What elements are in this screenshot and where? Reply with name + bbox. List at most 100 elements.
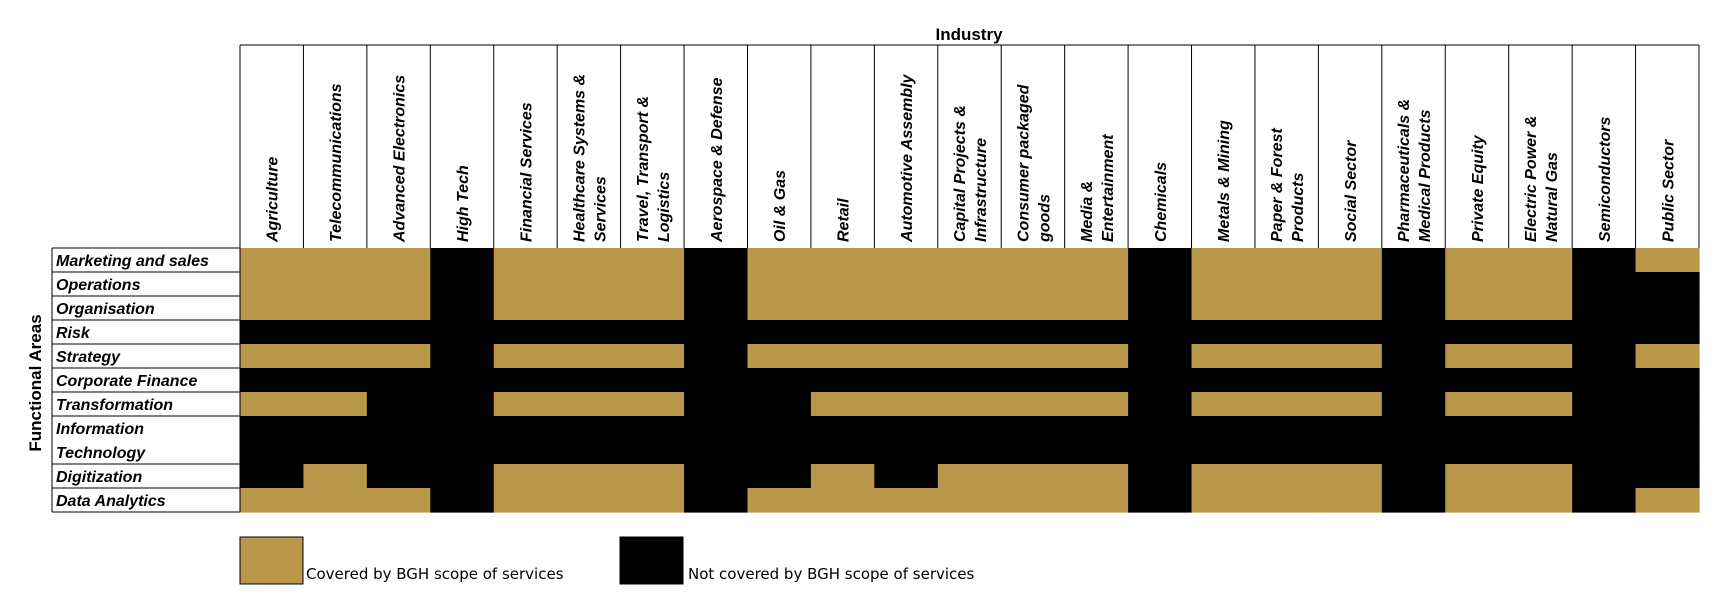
heatmap-cell-risk-metals-mining xyxy=(1191,320,1256,345)
heatmap-cell-digitization-social-sector xyxy=(1318,464,1383,489)
heatmap-cell-transformation-aerospace-defense xyxy=(684,392,749,417)
heatmap-cell-digitization-financial-services xyxy=(493,464,558,489)
legend-label-not-covered: Not covered by BGH scope of services xyxy=(688,565,975,583)
heatmap-cell-information-technology-healthcare-systems-services xyxy=(557,416,622,465)
heatmap-cell-risk-financial-services xyxy=(493,320,558,345)
industry-label-paper-forest-products-line-2: Products xyxy=(1290,173,1307,242)
industry-label-private-equity: Private Equity xyxy=(1470,134,1487,242)
heatmap-cell-transformation-paper-forest-products xyxy=(1254,392,1319,417)
heatmap-cell-data-analytics-paper-forest-products xyxy=(1254,488,1319,513)
heatmap-cell-transformation-telecommunications xyxy=(303,392,368,417)
heatmap-cell-digitization-electric-power-natural-gas xyxy=(1508,464,1573,489)
heatmap-cell-transformation-semiconductors xyxy=(1572,392,1637,417)
industry-label-automotive-assembly: Automotive Assembly xyxy=(899,73,916,243)
heatmap-cell-organisation-automotive-assembly xyxy=(874,296,939,321)
heatmap-cell-organisation-travel-transport-logistics xyxy=(620,296,685,321)
heatmap-cell-organisation-metals-mining xyxy=(1191,296,1256,321)
heatmap-cell-operations-public-sector xyxy=(1635,272,1700,297)
heatmap-cell-information-technology-travel-transport-logistics xyxy=(620,416,685,465)
heatmap-cell-digitization-public-sector xyxy=(1635,464,1700,489)
heatmap-cell-operations-media-entertainment xyxy=(1064,272,1129,297)
heatmap-cell-data-analytics-financial-services xyxy=(493,488,558,513)
heatmap-cell-organisation-capital-projects-infrastructure xyxy=(937,296,1002,321)
heatmap-cell-data-analytics-healthcare-systems-services xyxy=(557,488,622,513)
heatmap-cell-corporate-finance-advanced-electronics xyxy=(366,368,431,393)
heatmap-cell-organisation-financial-services xyxy=(493,296,558,321)
heatmap-cell-corporate-finance-consumer-packaged-goods xyxy=(1001,368,1066,393)
heatmap-cell-organisation-advanced-electronics xyxy=(366,296,431,321)
heatmap-cell-organisation-consumer-packaged-goods xyxy=(1001,296,1066,321)
heatmap-cell-marketing-and-sales-media-entertainment xyxy=(1064,248,1129,273)
heatmap-cell-risk-chemicals xyxy=(1128,320,1193,345)
heatmap-cell-corporate-finance-electric-power-natural-gas xyxy=(1508,368,1573,393)
industry-headers: Agriculture Telecommunications Advanced El… xyxy=(265,73,1678,243)
heatmap-cell-transformation-capital-projects-infrastructure xyxy=(937,392,1002,417)
industry-label-aerospace-defense: Aerospace & Defense xyxy=(709,77,726,243)
legend-swatch-covered xyxy=(239,536,304,585)
heatmap-cell-operations-chemicals xyxy=(1128,272,1193,297)
industry-label-consumer-packaged-goods-line-1: Consumer packaged xyxy=(1015,83,1032,242)
industry-label-financial-services: Financial Services xyxy=(518,102,535,242)
heatmap-cell-transformation-healthcare-systems-services xyxy=(557,392,622,417)
heatmap-cell-data-analytics-telecommunications xyxy=(303,488,368,513)
heatmap-cell-strategy-metals-mining xyxy=(1191,344,1256,369)
heatmap-cell-strategy-high-tech xyxy=(430,344,495,369)
heatmap-cell-transformation-agriculture xyxy=(240,392,305,417)
heatmap-cell-organisation-social-sector xyxy=(1318,296,1383,321)
heatmap-cell-data-analytics-agriculture xyxy=(240,488,305,513)
heatmap-cell-strategy-financial-services xyxy=(493,344,558,369)
heatmap-cell-strategy-retail xyxy=(810,344,875,369)
heatmap-cell-risk-media-entertainment xyxy=(1064,320,1129,345)
heatmap-cell-risk-high-tech xyxy=(430,320,495,345)
heatmap-cell-transformation-travel-transport-logistics xyxy=(620,392,685,417)
heatmap-cell-organisation-private-equity xyxy=(1445,296,1510,321)
heatmap-cell-operations-automotive-assembly xyxy=(874,272,939,297)
heatmap-cell-marketing-and-sales-capital-projects-infrastructure xyxy=(937,248,1002,273)
industry-label-semiconductors: Semiconductors xyxy=(1597,117,1614,242)
heatmap-cell-data-analytics-electric-power-natural-gas xyxy=(1508,488,1573,513)
heatmap-cell-digitization-semiconductors xyxy=(1572,464,1637,489)
heatmap-cell-digitization-retail xyxy=(810,464,875,489)
heatmap-cell-marketing-and-sales-retail xyxy=(810,248,875,273)
industry-label-agriculture: Agriculture xyxy=(265,157,282,243)
industry-label-public-sector: Public Sector xyxy=(1660,139,1677,242)
heatmap-cell-strategy-pharmaceuticals-medical-products xyxy=(1381,344,1446,369)
heatmap-cell-corporate-finance-aerospace-defense xyxy=(684,368,749,393)
heatmap-cell-corporate-finance-high-tech xyxy=(430,368,495,393)
heatmap-cell-marketing-and-sales-electric-power-natural-gas xyxy=(1508,248,1573,273)
functional-area-label-data-analytics: Data Analytics xyxy=(56,493,166,510)
heatmap-cell-information-technology-semiconductors xyxy=(1572,416,1637,465)
heatmap-cell-corporate-finance-financial-services xyxy=(493,368,558,393)
heatmap-cell-strategy-oil-gas xyxy=(747,344,812,369)
heatmap-cell-transformation-automotive-assembly xyxy=(874,392,939,417)
heatmap-cell-data-analytics-automotive-assembly xyxy=(874,488,939,513)
heatmap-cell-risk-telecommunications xyxy=(303,320,368,345)
industry-label-travel-transport-logistics-line-1: Travel, Transport & xyxy=(635,96,652,242)
heatmap-cell-corporate-finance-retail xyxy=(810,368,875,393)
heatmap-cell-risk-travel-transport-logistics xyxy=(620,320,685,345)
heatmap-cell-transformation-consumer-packaged-goods xyxy=(1001,392,1066,417)
heatmap-cell-marketing-and-sales-automotive-assembly xyxy=(874,248,939,273)
heatmap-cell-organisation-electric-power-natural-gas xyxy=(1508,296,1573,321)
functional-area-label-digitization: Digitization xyxy=(56,469,142,486)
heatmap-cell-information-technology-advanced-electronics xyxy=(366,416,431,465)
heatmap-cell-transformation-oil-gas xyxy=(747,392,812,417)
heatmap-cell-marketing-and-sales-public-sector xyxy=(1635,248,1700,273)
legend-swatch-not-covered xyxy=(619,536,684,585)
heatmap-cell-information-technology-financial-services xyxy=(493,416,558,465)
heatmap-cell-strategy-consumer-packaged-goods xyxy=(1001,344,1066,369)
heatmap-cell-risk-semiconductors xyxy=(1572,320,1637,345)
heatmap-cell-information-technology-electric-power-natural-gas xyxy=(1508,416,1573,465)
heatmap-cell-transformation-high-tech xyxy=(430,392,495,417)
heatmap-cell-marketing-and-sales-chemicals xyxy=(1128,248,1193,273)
heatmap-cell-digitization-capital-projects-infrastructure xyxy=(937,464,1002,489)
heatmap-cell-data-analytics-consumer-packaged-goods xyxy=(1001,488,1066,513)
industry-label-chemicals: Chemicals xyxy=(1153,162,1170,242)
heatmap-cell-strategy-travel-transport-logistics xyxy=(620,344,685,369)
heatmap-cell-corporate-finance-agriculture xyxy=(240,368,305,393)
heatmap-cell-risk-advanced-electronics xyxy=(366,320,431,345)
heatmap-cell-corporate-finance-travel-transport-logistics xyxy=(620,368,685,393)
heatmap-cell-operations-retail xyxy=(810,272,875,297)
heatmap-cell-risk-healthcare-systems-services xyxy=(557,320,622,345)
